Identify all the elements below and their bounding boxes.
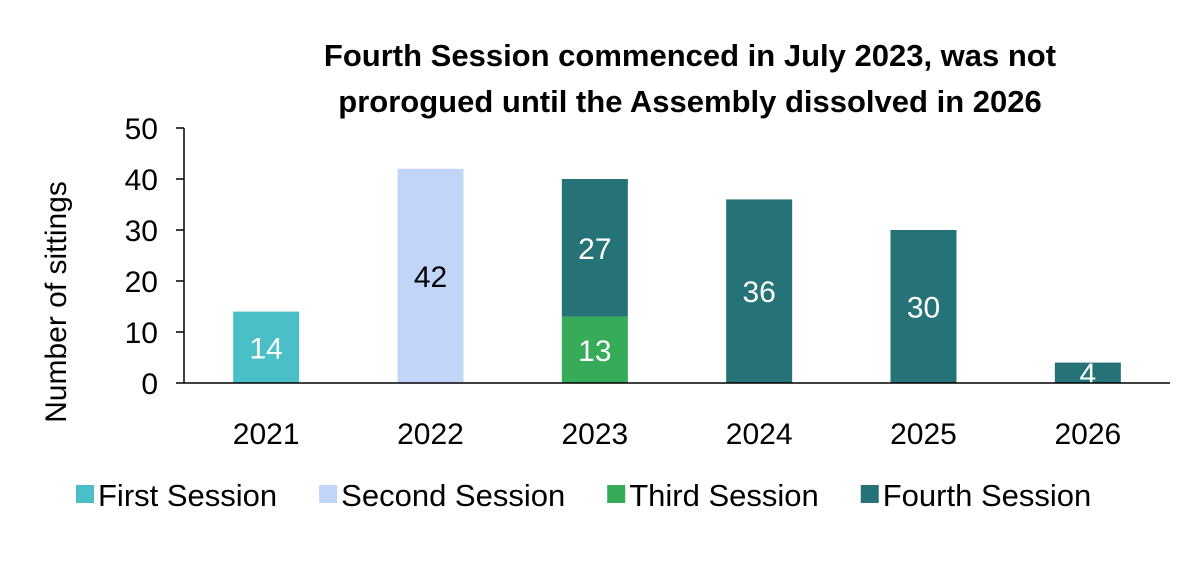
legend-swatch-first-session [76, 485, 94, 503]
legend-label-third-session: Third Session [629, 478, 819, 513]
y-tick-label: 20 [125, 266, 158, 299]
data-label-2023-third-session: 13 [578, 335, 611, 368]
legend-label-fourth-session: Fourth Session [883, 478, 1092, 513]
bar-2025-fourth-session [890, 230, 957, 383]
bar-2023-third-session [561, 316, 628, 383]
x-tick-label: 2023 [561, 418, 628, 451]
legend-label-first-session: First Session [98, 478, 277, 513]
x-tick-label: 2025 [890, 418, 957, 451]
y-tick-label: 0 [141, 368, 158, 401]
x-tick-label: 2022 [397, 418, 464, 451]
x-tick-label: 2021 [233, 418, 300, 451]
data-label-2025-fourth-session: 30 [907, 292, 940, 325]
legend-swatch-fourth-session [860, 485, 879, 503]
y-tick-label: 50 [125, 113, 158, 146]
bar-2021-first-session [233, 311, 300, 383]
data-label-2024-fourth-session: 36 [742, 276, 775, 309]
data-label-2026-fourth-session: 4 [1079, 358, 1096, 391]
legend-swatch-third-session [607, 485, 626, 503]
legend-swatch-second-session [319, 485, 338, 503]
chart-title-line-2: prorogued until the Assembly dissolved i… [338, 84, 1041, 119]
x-tick-label: 2026 [1054, 418, 1121, 451]
data-label-2021-first-session: 14 [249, 332, 282, 365]
chart-title-line-1: Fourth Session commenced in July 2023, w… [324, 38, 1056, 73]
legend-label-second-session: Second Session [341, 478, 565, 513]
y-tick-label: 30 [125, 215, 158, 248]
data-label-2023-fourth-session: 27 [578, 233, 611, 266]
data-label-2022-second-session: 42 [414, 261, 447, 294]
y-axis-label: Number of sittings [40, 181, 73, 423]
bar-2024-fourth-session [726, 199, 793, 383]
bar-2022-second-session [397, 168, 464, 383]
legend: First Session Second Session Third Session… [76, 478, 1091, 513]
bar-2023-fourth-session [561, 179, 628, 317]
y-tick-label: 10 [125, 317, 158, 350]
x-tick-label: 2024 [726, 418, 793, 451]
y-tick-label: 40 [125, 164, 158, 197]
bar-2026-fourth-session [1054, 362, 1121, 383]
